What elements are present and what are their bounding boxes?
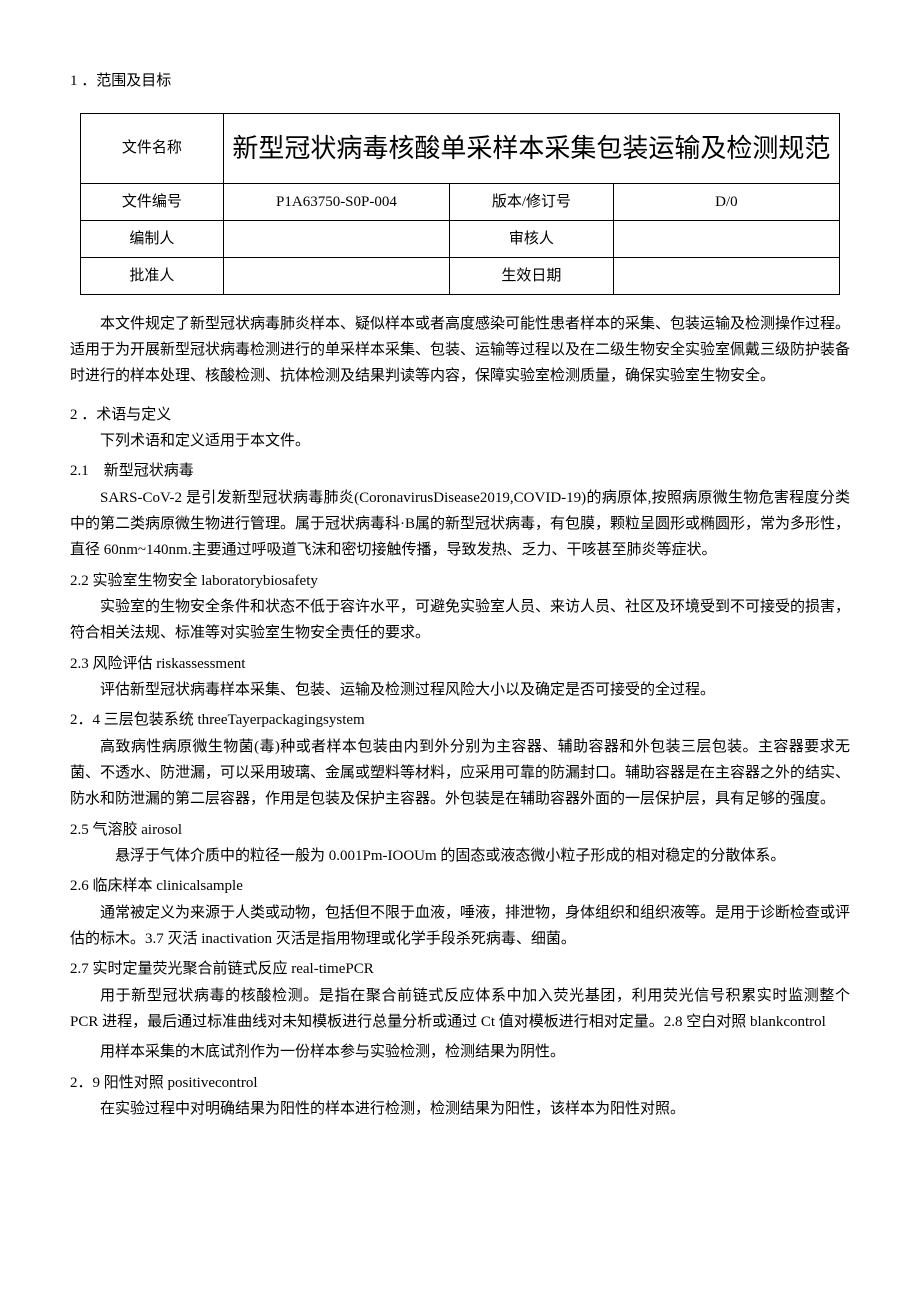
meta-value-author (223, 220, 449, 257)
para-2-5: 悬浮于气体介质中的粒径一般为 0.001Pm-IOOUm 的固态或液态微小粒子形… (70, 843, 850, 869)
section-1-heading: 1 ．范围及目标 (70, 70, 850, 93)
meta-label-filename: 文件名称 (81, 113, 224, 183)
para-2-9: 在实验过程中对明确结果为阳性的样本进行检测，检测结果为阳性，该样本为阳性对照。 (70, 1096, 850, 1122)
meta-value-reviewer (613, 220, 839, 257)
meta-label-version: 版本/修订号 (450, 183, 614, 220)
heading-2-6: 2.6 临床样本 clinicalsample (70, 875, 850, 898)
table-row: 批准人 生效日期 (81, 257, 840, 294)
heading-2-3: 2.3 风险评估 riskassessment (70, 653, 850, 676)
meta-value-fileno: P1A63750-S0P-004 (223, 183, 449, 220)
meta-label-effective: 生效日期 (450, 257, 614, 294)
meta-label-author: 编制人 (81, 220, 224, 257)
heading-2-7: 2.7 实时定量荧光聚合前链式反应 real-timePCR (70, 958, 850, 981)
para-2-2: 实验室的生物安全条件和状态不低于容许水平，可避免实验室人员、来访人员、社区及环境… (70, 594, 850, 647)
para-2-6: 通常被定义为来源于人类或动物，包括但不限于血液，唾液，排泄物，身体组织和组织液等… (70, 900, 850, 953)
heading-2-5: 2.5 气溶胶 airosol (70, 819, 850, 842)
meta-label-fileno: 文件编号 (81, 183, 224, 220)
meta-value-title: 新型冠状病毒核酸单采样本采集包装运输及检测规范 (223, 113, 839, 183)
table-row: 文件编号 P1A63750-S0P-004 版本/修订号 D/0 (81, 183, 840, 220)
table-row: 编制人 审核人 (81, 220, 840, 257)
para-2-3: 评估新型冠状病毒样本采集、包装、运输及检测过程风险大小以及确定是否可接受的全过程… (70, 677, 850, 703)
section-2-heading: 2 ．术语与定义 (70, 404, 850, 427)
meta-label-reviewer: 审核人 (450, 220, 614, 257)
table-row: 文件名称 新型冠状病毒核酸单采样本采集包装运输及检测规范 (81, 113, 840, 183)
meta-label-approver: 批准人 (81, 257, 224, 294)
para-2-8: 用样本采集的木底试剂作为一份样本参与实验检测，检测结果为阴性。 (70, 1039, 850, 1065)
heading-2-1: 2.1 新型冠状病毒 (70, 460, 850, 483)
para-2-1: SARS-CoV-2 是引发新型冠状病毒肺炎(CoronavirusDiseas… (70, 485, 850, 564)
heading-2-2: 2.2 实验室生物安全 laboratorybiosafety (70, 570, 850, 593)
meta-value-effective (613, 257, 839, 294)
meta-value-version: D/0 (613, 183, 839, 220)
heading-2-9: 2．9 阳性对照 positivecontrol (70, 1072, 850, 1095)
meta-table: 文件名称 新型冠状病毒核酸单采样本采集包装运输及检测规范 文件编号 P1A637… (80, 113, 840, 295)
meta-value-approver (223, 257, 449, 294)
para-2-7: 用于新型冠状病毒的核酸检测。是指在聚合前链式反应体系中加入荧光基团，利用荧光信号… (70, 983, 850, 1036)
intro-paragraph: 本文件规定了新型冠状病毒肺炎样本、疑似样本或者高度感染可能性患者样本的采集、包装… (70, 311, 850, 390)
section-2-lead: 下列术语和定义适用于本文件。 (70, 428, 850, 454)
heading-2-4: 2．4 三层包装系统 threeTayerpackagingsystem (70, 709, 850, 732)
para-2-4: 高致病性病原微生物菌(毒)种或者样本包装由内到外分别为主容器、辅助容器和外包装三… (70, 734, 850, 813)
